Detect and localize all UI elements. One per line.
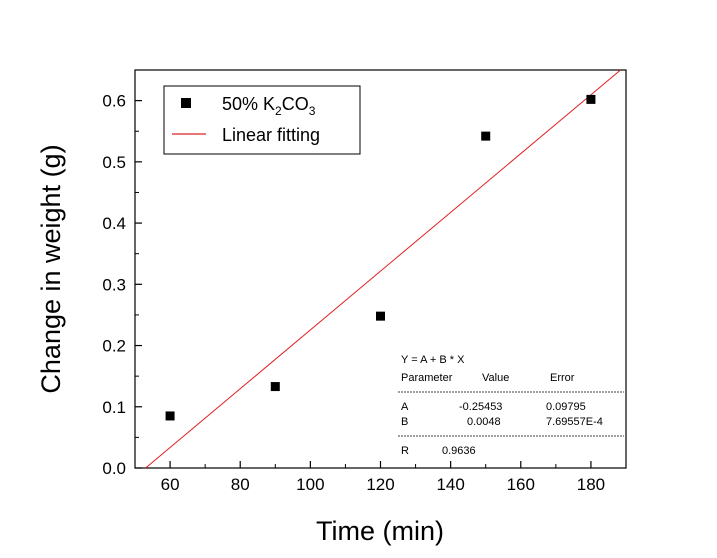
x-tick-label: 180	[577, 475, 605, 494]
data-point	[376, 311, 385, 321]
fit-row-b-value: 0.0048	[467, 416, 501, 428]
fit-r-value: 0.9636	[442, 445, 476, 457]
data-points	[165, 94, 596, 421]
data-point	[165, 411, 175, 421]
fit-r-label: R	[401, 445, 409, 457]
legend-series-mid: CO	[282, 94, 309, 114]
fit-header-error: Error	[550, 372, 575, 384]
x-tick-label: 120	[366, 475, 394, 494]
fit-header-parameter: Parameter	[401, 372, 453, 384]
fit-row-a-param: A	[401, 401, 409, 413]
y-axis-ticks: 0.0 0.1 0.2 0.3 0.4 0.5 0.6	[102, 92, 142, 478]
legend-series-sub1: 2	[275, 104, 282, 118]
y-tick-label: 0.5	[102, 153, 126, 172]
x-axis-title: Time (min)	[316, 516, 444, 546]
legend-marker-square	[181, 98, 191, 108]
legend-series-sub2: 3	[309, 104, 316, 118]
y-tick-label: 0.6	[102, 92, 126, 111]
fit-header-value: Value	[482, 372, 509, 384]
x-tick-label: 60	[161, 475, 180, 494]
y-tick-label: 0.4	[102, 214, 126, 233]
y-tick-label: 0.2	[102, 337, 126, 356]
fit-row-b-param: B	[401, 416, 408, 428]
x-tick-label: 160	[507, 475, 535, 494]
fit-line	[145, 69, 621, 469]
y-tick-label: 0.1	[102, 398, 126, 417]
y-tick-label: 0.0	[102, 459, 126, 478]
x-tick-label: 100	[296, 475, 324, 494]
x-tick-label: 80	[231, 475, 250, 494]
legend-box	[163, 85, 361, 155]
fit-row-a-error: 0.09795	[546, 401, 586, 413]
fit-table: Y = A + B * X Parameter Value Error A -0…	[398, 354, 624, 457]
y-axis-title: Change in weight (g)	[36, 144, 66, 393]
legend: 50% K2CO3 Linear fitting	[163, 85, 361, 155]
y-tick-label: 0.3	[102, 275, 126, 294]
fit-line-group	[145, 69, 621, 469]
fit-row-b-error: 7.69557E-4	[546, 416, 603, 428]
fit-row-a-value: -0.25453	[459, 401, 502, 413]
fit-equation: Y = A + B * X	[401, 354, 465, 366]
legend-series-prefix: 50% K	[222, 94, 275, 114]
legend-label-fit: Linear fitting	[222, 125, 320, 145]
data-point	[270, 382, 280, 392]
x-axis-ticks: 60 80 100 120 140 160 180	[134, 461, 627, 494]
data-point	[481, 131, 491, 141]
legend-label-series: 50% K2CO3	[222, 94, 316, 118]
data-point	[586, 94, 596, 104]
x-tick-label: 140	[436, 475, 464, 494]
